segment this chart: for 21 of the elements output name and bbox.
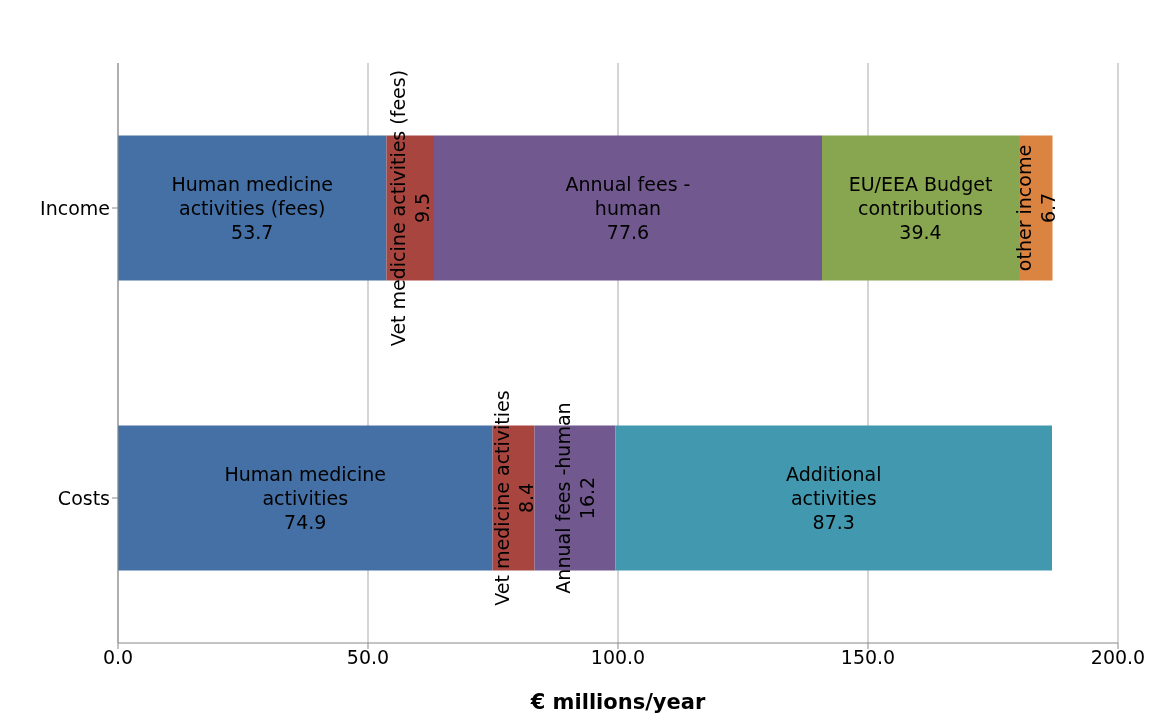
- data-label: Annual fees -human 16.2: [552, 402, 598, 594]
- bar: [434, 135, 822, 281]
- bar: [118, 425, 493, 571]
- y-tick-label: Income: [40, 196, 110, 219]
- bar: [118, 135, 387, 281]
- x-tick-label: 0.0: [102, 646, 134, 669]
- data-label: Human medicine activities (fees) 53.7: [171, 173, 334, 243]
- y-tick-label: Costs: [57, 486, 110, 509]
- x-tick-label: 50.0: [346, 646, 390, 669]
- x-tick-label: 200.0: [1090, 646, 1146, 669]
- data-label: Vet medicine activities 8.4: [490, 390, 537, 606]
- data-label: Annual fees - human 77.6: [565, 173, 691, 243]
- data-label: Vet medicine activities (fees) 9.5: [387, 69, 434, 347]
- bar: [615, 425, 1052, 571]
- data-label: other income 6.7: [1012, 144, 1059, 272]
- x-tick-label: 150.0: [840, 646, 896, 669]
- data-label: Human medicine activities 74.9: [224, 463, 387, 533]
- x-axis-title: € millions/year: [529, 690, 706, 714]
- data-label: EU/EEA Budget contributions 39.4: [848, 173, 993, 243]
- x-tick-label: 100.0: [590, 646, 646, 669]
- data-label: Additional activities 87.3: [786, 463, 882, 533]
